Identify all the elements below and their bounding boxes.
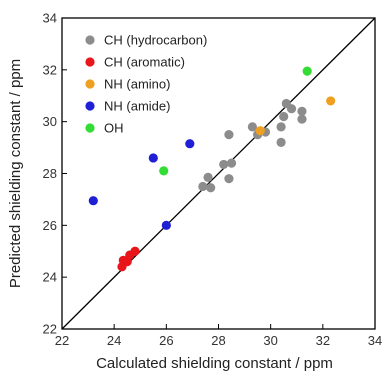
data-point-series-4: [302, 66, 312, 76]
data-point-series-2: [255, 126, 265, 136]
plot-frame: [61, 17, 376, 330]
data-point-series-0: [297, 106, 307, 116]
x-tick-label: 26: [159, 333, 173, 348]
legend: CH (hydrocarbon) CH (aromatic) NH (amino) N…: [85, 33, 207, 136]
data-point-series-3: [161, 220, 171, 230]
data-points: [88, 66, 336, 272]
data-point-series-0: [276, 122, 286, 132]
legend-marker: [85, 123, 95, 133]
data-point-series-0: [286, 104, 297, 114]
data-point-series-3: [148, 153, 158, 163]
data-point-series-4: [159, 166, 169, 176]
y-tick-label: 30: [43, 114, 57, 129]
data-point-series-3: [185, 139, 195, 149]
x-tick-label: 30: [263, 333, 277, 348]
tick-labels: 22 24 26 28 30 32 34 22 24 26 28 30 32 34: [43, 11, 383, 349]
x-tick-label: 28: [211, 333, 225, 348]
legend-marker: [85, 35, 95, 45]
legend-label: CH (aromatic): [104, 55, 185, 70]
x-tick-label: 34: [368, 333, 382, 348]
data-point-series-0: [203, 172, 213, 182]
y-tick-label: 28: [43, 166, 57, 181]
legend-label: NH (amino): [104, 77, 170, 92]
legend-marker: [85, 79, 95, 89]
x-axis-label: Calculated shielding constant / ppm: [96, 355, 333, 372]
data-point-series-0: [219, 159, 229, 170]
identity-line: [61, 17, 376, 330]
data-point-series-0: [224, 174, 234, 184]
legend-marker: [85, 57, 95, 67]
y-tick-label: 26: [43, 218, 57, 233]
y-axis-label: Predicted shielding constant / ppm: [7, 59, 24, 288]
data-point-series-0: [279, 111, 289, 122]
data-point-series-0: [247, 122, 258, 132]
y-tick-label: 32: [43, 62, 57, 77]
data-point-series-0: [198, 181, 208, 192]
data-point-series-0: [206, 183, 216, 193]
x-tick-label: 22: [55, 333, 69, 348]
y-tick-label: 34: [43, 11, 57, 26]
data-point-series-0: [276, 137, 286, 147]
data-point-series-0: [226, 158, 237, 168]
data-point-series-2: [326, 96, 336, 106]
legend-marker: [85, 101, 95, 111]
x-tick-label: 24: [107, 333, 121, 348]
x-tick-label: 32: [316, 333, 330, 348]
legend-label: NH (amide): [104, 99, 170, 114]
legend-label: OH: [104, 121, 124, 136]
y-tick-label: 22: [43, 322, 57, 337]
data-point-series-1: [130, 246, 140, 256]
y-tick-label: 24: [43, 270, 57, 285]
data-point-series-0: [297, 114, 307, 124]
data-point-series-0: [224, 130, 234, 140]
legend-label: CH (hydrocarbon): [104, 33, 207, 48]
data-point-series-3: [88, 196, 98, 206]
